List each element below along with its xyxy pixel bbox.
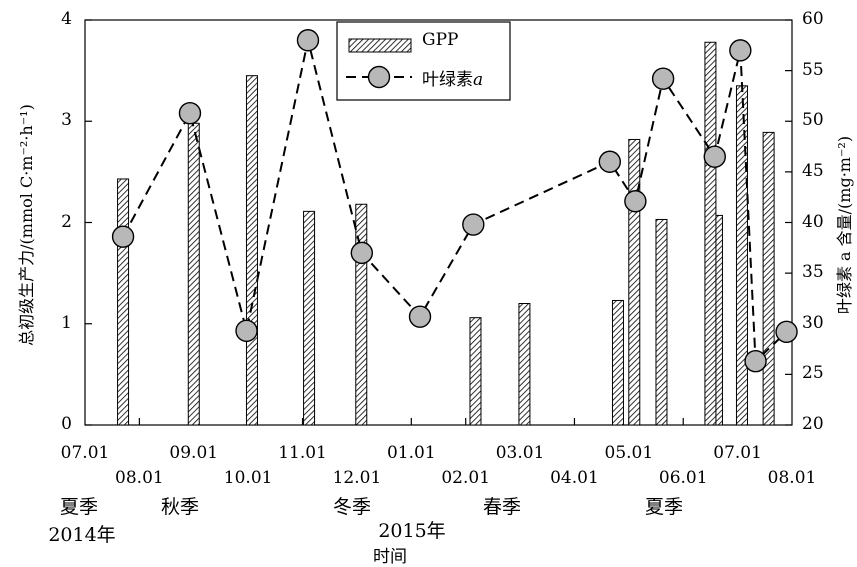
gpp-bar <box>355 203 368 426</box>
x-tick-label-row2: 10.01 <box>223 468 273 488</box>
gpp-bar <box>303 210 316 426</box>
y-right-tick-label: 45 <box>802 160 824 181</box>
year-label: 2014年 <box>48 524 116 546</box>
chlorophyll-point <box>703 145 726 168</box>
y-right-tick-label: 20 <box>802 414 824 434</box>
chlorophyll-line-group <box>111 29 798 373</box>
legend-label-chlorophyll-prefix: 叶绿素 <box>422 70 473 90</box>
x-tick-label-row1: 03.01 <box>495 443 545 463</box>
chlorophyll-point <box>178 101 202 125</box>
y-left-tick-label: 2 <box>61 211 72 232</box>
y-right-tick-label: 35 <box>802 262 824 283</box>
y-right-tick-label: 25 <box>802 363 824 384</box>
chlorophyll-point <box>111 225 135 248</box>
y-right-axis-title-text: 叶绿素 a 含量/(mg·m⁻²) <box>835 135 854 315</box>
y-right-tick-label: 30 <box>802 312 824 333</box>
season-label: 秋季 <box>160 496 200 518</box>
chlorophyll-point <box>296 29 320 52</box>
chlorophyll-point <box>775 320 798 344</box>
year-label: 2015年 <box>378 520 446 542</box>
gpp-bar <box>611 299 624 426</box>
gpp-bar <box>117 178 130 426</box>
chlorophyll-point <box>350 241 374 265</box>
x-axis-title: 时间 <box>373 547 407 567</box>
y-right-axis-title: 叶绿素 a 含量/(mg·m⁻²) <box>831 45 855 405</box>
gpp-bar <box>704 41 717 426</box>
x-tick-label-row2: 08.01 <box>767 468 817 488</box>
gpp-bar <box>518 303 531 426</box>
season-label: 冬季 <box>332 496 372 518</box>
legend-swatch-gpp <box>348 38 412 53</box>
chlorophyll-point <box>651 67 675 90</box>
x-tick-label-row1: 09.01 <box>169 443 219 463</box>
y-left-axis-title-text: 总初级生产力/(mmol C·m⁻²·h⁻¹) <box>17 104 36 346</box>
chlorophyll-point <box>235 319 258 343</box>
x-tick-label-row1: 05.01 <box>604 443 654 463</box>
y-left-tick-label: 3 <box>61 110 72 131</box>
x-tick-label-row2: 12.01 <box>332 468 382 488</box>
gpp-bar <box>245 75 258 426</box>
y-left-tick-label: 4 <box>61 9 72 29</box>
x-tick-label-row2: 08.01 <box>115 468 164 488</box>
chlorophyll-point <box>408 305 432 328</box>
y-left-axis-title: 总初级生产力/(mmol C·m⁻²·h⁻¹) <box>13 45 37 405</box>
gpp-bar <box>762 131 775 426</box>
y-left-tick-label: 0 <box>61 414 72 434</box>
legend-frame <box>336 21 511 101</box>
gpp-bar <box>655 218 668 426</box>
season-label: 夏季 <box>644 496 684 518</box>
gpp-bar <box>628 138 641 426</box>
season-label: 春季 <box>482 496 522 518</box>
y-right-tick-label: 60 <box>802 9 824 29</box>
y-right-tick-label: 50 <box>802 110 824 131</box>
legend-box <box>336 21 511 101</box>
x-tick-label-row1: 07.01 <box>713 443 762 463</box>
y-left-tick-label: 1 <box>61 312 72 333</box>
season-label: 夏季 <box>59 496 99 518</box>
legend-label-chlorophyll: 叶绿素a <box>422 65 483 90</box>
chlorophyll-point <box>462 213 485 236</box>
gpp-bar <box>187 122 200 426</box>
x-tick-label-row2: 02.01 <box>441 468 491 488</box>
chlorophyll-point <box>729 39 752 62</box>
x-tick-label-row2: 06.01 <box>658 468 708 488</box>
y-right-tick-label: 55 <box>802 59 824 80</box>
legend-label-gpp: GPP <box>422 30 459 50</box>
chlorophyll-point <box>744 350 767 373</box>
gpp-bar <box>735 85 748 426</box>
gpp-bar <box>469 317 482 426</box>
chlorophyll-point <box>624 190 647 213</box>
x-tick-label-row1: 11.01 <box>278 443 327 463</box>
x-tick-label-row1: 07.01 <box>60 443 110 463</box>
gpp-bars-group <box>117 41 775 426</box>
legend-swatch-chlorophyll-marker <box>367 65 391 89</box>
y-right-tick-label: 40 <box>802 211 824 232</box>
chlorophyll-point <box>598 150 622 173</box>
x-tick-label-row2: 04.01 <box>550 468 599 488</box>
x-tick-label-row1: 01.01 <box>386 443 436 463</box>
legend-label-chlorophyll-italic: a <box>473 70 484 90</box>
